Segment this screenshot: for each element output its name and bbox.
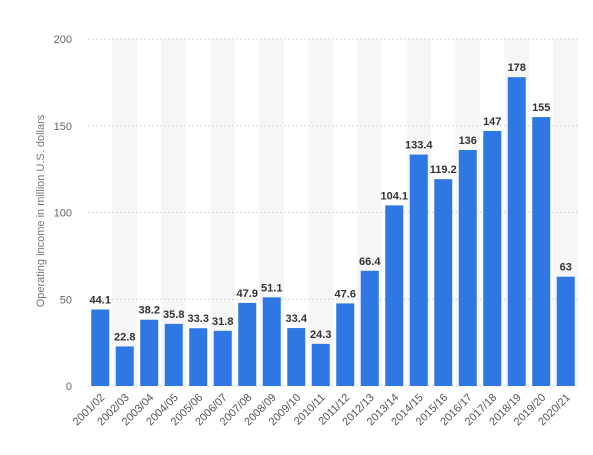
bar: [140, 319, 159, 386]
y-axis-ticks: 0 50 100 150 200: [54, 34, 72, 393]
x-axis-ticks: 2001/022002/032003/042004/052005/062006/…: [71, 392, 573, 429]
bar: [385, 205, 404, 386]
data-label: 33.4: [286, 313, 308, 325]
bar: [164, 323, 183, 386]
data-label: 47.9: [237, 288, 258, 300]
bar: [336, 303, 355, 386]
bar: [434, 179, 453, 386]
data-label: 33.3: [188, 313, 209, 325]
data-label: 31.8: [212, 316, 233, 328]
bar: [115, 346, 134, 386]
bar: [360, 270, 379, 386]
data-label: 155: [532, 102, 550, 114]
data-label: 136: [459, 135, 477, 147]
background-band: [210, 39, 235, 386]
bar: [91, 309, 110, 386]
bar: [262, 297, 281, 386]
data-label: 66.4: [359, 256, 381, 268]
data-label: 104.1: [380, 190, 408, 202]
data-label: 47.6: [335, 288, 356, 300]
bar: [213, 330, 232, 386]
data-label: 51.1: [261, 282, 282, 294]
y-tick-label: 200: [54, 34, 72, 46]
bar: [507, 77, 526, 387]
bar: [311, 343, 330, 386]
data-label: 44.1: [90, 294, 111, 306]
data-label: 35.8: [163, 309, 184, 321]
data-label: 38.2: [139, 305, 160, 317]
data-label: 24.3: [310, 329, 331, 341]
data-labels: 44.1 22.8 38.2 35.8 33.3 31.8 47.9 51.1 33.424.3…: [90, 62, 572, 343]
data-label: 119.2: [430, 164, 457, 176]
bar: [287, 328, 306, 386]
data-label: 133.4: [405, 140, 433, 152]
data-label: 63: [560, 262, 572, 274]
bar: [483, 130, 502, 386]
bars: [91, 77, 575, 387]
y-tick-label: 0: [66, 381, 72, 393]
data-label: 22.8: [114, 331, 135, 343]
bar: [409, 154, 428, 386]
y-axis-label: Operating income in million U.S. dollars: [35, 114, 47, 307]
y-tick-label: 50: [60, 294, 72, 306]
bar: [532, 117, 551, 386]
data-label: 147: [483, 116, 501, 128]
bar: [189, 328, 208, 386]
y-tick-label: 150: [54, 121, 72, 133]
bar: [458, 150, 477, 386]
y-tick-label: 100: [54, 208, 72, 220]
data-label: 178: [508, 62, 526, 74]
bar: [238, 302, 257, 386]
bar: [556, 276, 575, 386]
